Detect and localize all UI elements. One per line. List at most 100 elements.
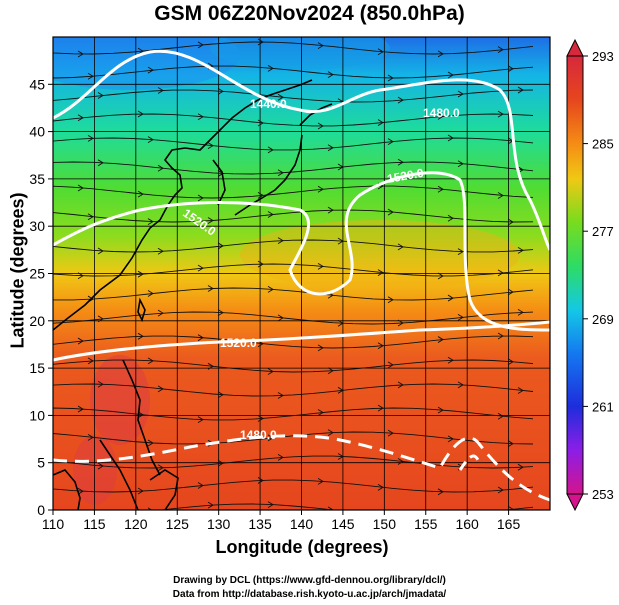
streamline-arrow — [517, 463, 524, 471]
streamline-arrow — [507, 358, 514, 366]
streamline-arrow — [87, 433, 94, 441]
streamline-arrow — [77, 405, 84, 413]
streamline-arrow — [377, 269, 384, 277]
streamline-arrow — [457, 381, 464, 389]
plot-area: 1440.0 1480.0 1520.0 1520.0 1520.0 1480.… — [53, 37, 550, 518]
streamline-arrow — [267, 64, 274, 72]
streamline — [53, 185, 534, 199]
streamline-arrow — [437, 272, 444, 280]
colorbar-tick-label: 253 — [592, 487, 614, 502]
streamline-arrow — [147, 507, 153, 510]
streamline-arrow — [337, 453, 344, 460]
streamline-arrow — [267, 368, 274, 375]
streamline-arrow — [507, 440, 514, 448]
streamline-arrow — [137, 487, 144, 495]
streamline-arrow — [147, 439, 154, 447]
streamline-arrow — [447, 435, 454, 443]
colorbar-tick-label: 261 — [592, 399, 614, 414]
streamline-arrow — [397, 96, 404, 104]
streamline-arrow — [197, 334, 204, 342]
streamline-arrow — [207, 142, 214, 150]
streamline-arrow — [257, 38, 264, 46]
streamline-arrow — [327, 429, 334, 437]
streamline-arrow — [397, 381, 404, 389]
streamline-arrow — [267, 146, 274, 154]
streamline-arrow — [217, 309, 224, 317]
streamline-arrow — [137, 270, 144, 278]
streamline-arrow — [277, 454, 284, 461]
streamline-arrow — [207, 501, 214, 509]
contour-label: 1520.0 — [220, 336, 257, 350]
x-tick-label: 140 — [290, 516, 314, 532]
y-tick-label: 15 — [29, 360, 45, 376]
streamline-arrow — [317, 42, 324, 49]
contour-label: 1520.0 — [386, 166, 425, 186]
streamline — [53, 359, 534, 373]
streamline-arrow — [137, 332, 144, 340]
streamline-arrow — [497, 110, 504, 118]
x-tick-label: 150 — [373, 516, 397, 532]
streamline-arrow — [517, 246, 524, 254]
streamline-arrow — [447, 214, 454, 222]
y-tick-label: 5 — [37, 455, 45, 471]
streamline-arrow — [87, 357, 94, 365]
streamline-arrow — [97, 462, 104, 470]
streamline-arrow — [517, 309, 524, 316]
streamline-arrow — [377, 48, 384, 56]
streamline-arrow — [137, 47, 144, 55]
streamline — [53, 137, 534, 151]
streamline-arrow — [77, 184, 84, 192]
streamline-arrow — [147, 66, 154, 74]
streamline-arrow — [87, 72, 94, 80]
streamline-arrow — [267, 211, 274, 218]
streamline-arrow — [437, 112, 444, 120]
streamline — [53, 41, 534, 55]
streamline-arrow — [437, 185, 444, 193]
colorbar-tick-label: 293 — [592, 49, 614, 64]
x-tick-label: 130 — [207, 516, 231, 532]
x-tick-label: 160 — [455, 516, 479, 532]
streamline-arrow — [277, 392, 284, 399]
streamline-arrow — [217, 459, 224, 467]
streamline-arrow — [147, 357, 154, 365]
streamline-arrow — [207, 362, 214, 370]
x-tick-label: 115 — [83, 516, 106, 532]
streamline-arrow — [387, 208, 394, 216]
streamline-arrow — [147, 290, 154, 297]
streamline-arrow — [317, 344, 324, 352]
streamline — [53, 65, 534, 79]
streamline-arrow — [157, 164, 164, 172]
streamline-arrow — [497, 46, 504, 54]
map-grid — [53, 37, 550, 510]
x-tick-label: 135 — [248, 516, 272, 532]
streamline-arrow — [437, 406, 444, 414]
streamline-arrow — [157, 87, 164, 94]
y-tick-label: 40 — [29, 124, 45, 140]
streamline-arrow — [77, 114, 84, 122]
streamline-arrow — [387, 138, 394, 145]
x-tick-label: 155 — [414, 516, 438, 532]
streamline-arrow — [257, 415, 264, 422]
colorbar-tick-label: 269 — [592, 312, 614, 327]
cold-air-mass — [53, 37, 240, 90]
credit-data: Data from http://database.rish.kyoto-u.a… — [172, 589, 447, 600]
streamline-arrow — [77, 337, 84, 345]
streamline-arrow — [387, 296, 394, 304]
x-tick-label: 110 — [42, 516, 65, 532]
x-axis-title: Longitude (degrees) — [215, 537, 389, 557]
streamline — [53, 209, 534, 223]
streamline — [53, 335, 534, 349]
streamline-arrow — [327, 206, 334, 214]
y-tick-label: 45 — [29, 76, 45, 92]
streamline-arrow — [77, 50, 84, 58]
streamline-arrow — [448, 512, 453, 518]
streamline-arrow — [457, 313, 464, 321]
streamline-arrow — [457, 160, 464, 168]
streamline-arrow — [197, 416, 204, 424]
streamline-arrow — [257, 477, 264, 484]
streamline-arrow — [157, 464, 164, 472]
y-tick-label: 35 — [29, 171, 45, 187]
streamline-arrow — [197, 113, 204, 121]
streamline-arrow — [457, 248, 464, 256]
